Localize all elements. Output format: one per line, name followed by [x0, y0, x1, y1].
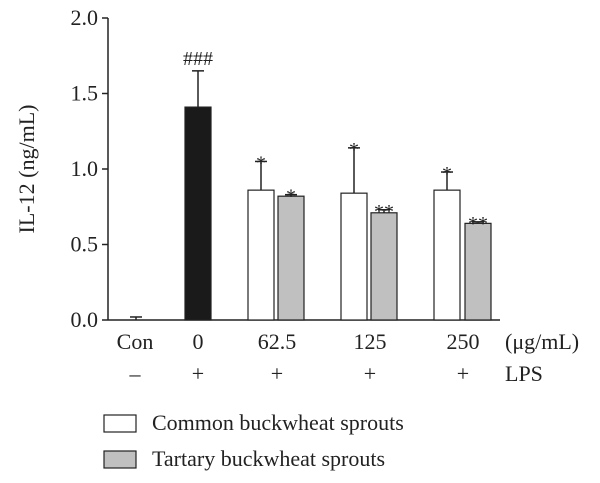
bar-250-tartary: [464, 222, 492, 321]
x-tick-label: 125: [354, 329, 387, 354]
lps-label: LPS: [505, 361, 543, 386]
bars-group: [130, 70, 492, 321]
legend-label: Common buckwheat sprouts: [152, 410, 404, 435]
bar-250-common: [433, 189, 461, 321]
x-tick-label: Con: [117, 329, 154, 354]
significance-mark: ###: [183, 48, 213, 70]
y-tick-label: 0.0: [71, 307, 99, 332]
x-tick-label: 250: [447, 329, 480, 354]
labels-group: ###********Con–0+62.5+125+250+(μg/mL)LPS: [117, 48, 579, 386]
bar-62-5-tartary: [277, 195, 305, 321]
bar-62-5-common: [247, 189, 275, 321]
significance-mark: **: [468, 213, 488, 235]
bar-125-tartary: [370, 212, 398, 321]
y-tick-label: 1.5: [71, 81, 99, 106]
legend-label: Tartary buckwheat sprouts: [152, 446, 385, 471]
bar-125-common: [340, 192, 368, 321]
y-axis-title: IL-12 (ng/mL): [14, 105, 39, 234]
x-tick-label: 0: [193, 329, 204, 354]
lps-indicator: +: [192, 361, 204, 386]
significance-mark: *: [286, 186, 296, 208]
significance-mark: *: [349, 139, 359, 161]
lps-indicator: +: [271, 361, 283, 386]
lps-indicator: –: [129, 361, 142, 386]
y-tick-label: 0.5: [71, 232, 99, 257]
legend-swatch: [103, 414, 137, 433]
unit-label: (μg/mL): [505, 329, 579, 354]
y-tick-label: 1.0: [71, 156, 99, 181]
lps-indicator: +: [364, 361, 376, 386]
lps-indicator: +: [457, 361, 469, 386]
legend: Common buckwheat sprouts Tartary buckwhea…: [103, 410, 404, 471]
significance-mark: *: [256, 152, 266, 174]
x-tick-label: 62.5: [258, 329, 297, 354]
axes: 0.0 0.5 1.0 1.5 2.0 IL-12 (ng/mL): [14, 5, 500, 332]
significance-mark: *: [442, 163, 452, 185]
legend-swatch: [103, 450, 137, 469]
y-tick-label: 2.0: [71, 5, 99, 30]
bar-0-lps: [184, 106, 212, 321]
significance-mark: **: [374, 201, 394, 223]
